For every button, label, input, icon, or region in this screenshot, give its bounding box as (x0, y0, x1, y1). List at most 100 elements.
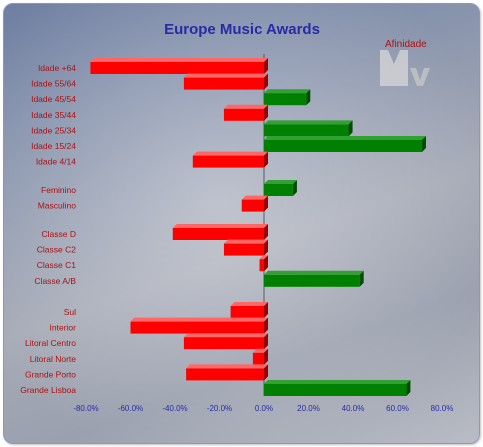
bar-front (264, 384, 407, 396)
bar (252, 348, 268, 365)
category-label: Feminino (41, 185, 76, 195)
bar-side (348, 120, 353, 137)
bar (264, 136, 426, 152)
x-tick-label: 60.0% (386, 404, 409, 413)
bar-side (264, 151, 268, 168)
bar-top (130, 317, 268, 322)
category-label: Idade 15/24 (31, 141, 76, 151)
bar-top (223, 239, 268, 244)
bar (192, 151, 268, 168)
bar-top (230, 302, 268, 306)
bar-front (183, 337, 264, 350)
bar-side (264, 302, 268, 318)
bar-front (183, 77, 264, 90)
bar-top (259, 255, 268, 260)
bar-side (306, 89, 311, 106)
category-label: Idade 55/64 (31, 79, 76, 89)
category-label: Idade 4/14 (36, 157, 76, 167)
bar-top (223, 104, 268, 109)
bar (223, 104, 268, 121)
category-label: Grande Lisboa (20, 385, 76, 395)
bar-top (252, 348, 268, 353)
category-label: Sul (64, 307, 76, 317)
x-tick-label: 20.0% (297, 404, 320, 413)
bar-side (264, 224, 268, 240)
bar-top (264, 120, 353, 125)
x-tick-label: -40.0% (162, 404, 187, 413)
bar-side (264, 317, 268, 334)
bar-front (264, 274, 360, 287)
bar (259, 255, 268, 272)
bar-front (230, 306, 264, 318)
bar (264, 89, 311, 106)
bar-front (130, 321, 264, 334)
bar (241, 195, 268, 212)
bar-side (264, 255, 268, 272)
bar-side (264, 239, 268, 256)
bar-top (192, 151, 268, 156)
bar-top (172, 224, 268, 228)
bar-front (264, 93, 307, 106)
bar-top (90, 58, 268, 62)
bar-front (186, 368, 264, 381)
bar-front (90, 62, 264, 74)
bar-side (406, 380, 411, 396)
bar-top (264, 270, 364, 275)
bar (183, 333, 268, 350)
category-labels: Idade +64 Idade 55/64 Idade 45/54 Idade 35/… (20, 63, 76, 395)
bars (90, 58, 426, 396)
bar-side (264, 195, 268, 212)
bar-side (264, 348, 268, 365)
bar-front (223, 243, 264, 256)
bar-front (241, 199, 264, 212)
category-label: Masculino (38, 201, 77, 211)
bar-front (223, 108, 264, 121)
bar-front (259, 259, 264, 272)
x-tick-label: 80.0% (431, 404, 454, 413)
category-label: Interior (50, 323, 77, 333)
bar-side (264, 104, 268, 121)
bar-front (172, 228, 264, 240)
bar (264, 120, 353, 137)
bar-side (264, 333, 268, 350)
bar-front (264, 140, 422, 152)
bar-front (264, 124, 349, 137)
bar-top (183, 73, 268, 78)
bar-side (264, 364, 268, 381)
category-label: Classe C2 (37, 245, 76, 255)
bar (186, 364, 268, 381)
bar-side (292, 180, 297, 196)
category-label: Classe C1 (37, 260, 76, 270)
category-label: Classe D (42, 229, 76, 239)
bar-top (264, 180, 297, 184)
category-label: Idade +64 (38, 63, 76, 73)
bar-top (183, 333, 268, 338)
bar (230, 302, 268, 318)
bar (264, 180, 297, 196)
x-tick-label: -20.0% (207, 404, 232, 413)
x-tick-label: 40.0% (342, 404, 365, 413)
bar-front (252, 352, 264, 365)
x-tick-labels: -80.0% -60.0% -40.0% -20.0% 0.0% 20.0% 40.0% 60… (73, 404, 453, 413)
mtv-logo-icon (380, 50, 430, 86)
category-label: Litoral Centro (25, 338, 76, 348)
chart-title: Europe Music Awards (164, 21, 320, 38)
x-tick-label: 0.0% (255, 404, 273, 413)
category-label: Grande Porto (25, 369, 76, 379)
category-label: Idade 35/44 (31, 110, 76, 120)
category-label: Classe A/B (34, 276, 76, 286)
bar-front (264, 184, 293, 196)
bar-top (241, 195, 268, 200)
bar-side (264, 73, 268, 90)
x-tick-label: -60.0% (118, 404, 143, 413)
bar (130, 317, 268, 334)
bar-top (264, 89, 311, 94)
bar (223, 239, 268, 256)
bar (264, 380, 411, 396)
category-label: Litoral Norte (30, 354, 77, 364)
category-label: Idade 45/54 (31, 94, 76, 104)
bar (183, 73, 268, 90)
chart-frame: Europe Music Awards Afinidade Idade +64 I… (3, 3, 480, 444)
bar-top (264, 380, 411, 384)
bar (264, 270, 364, 287)
